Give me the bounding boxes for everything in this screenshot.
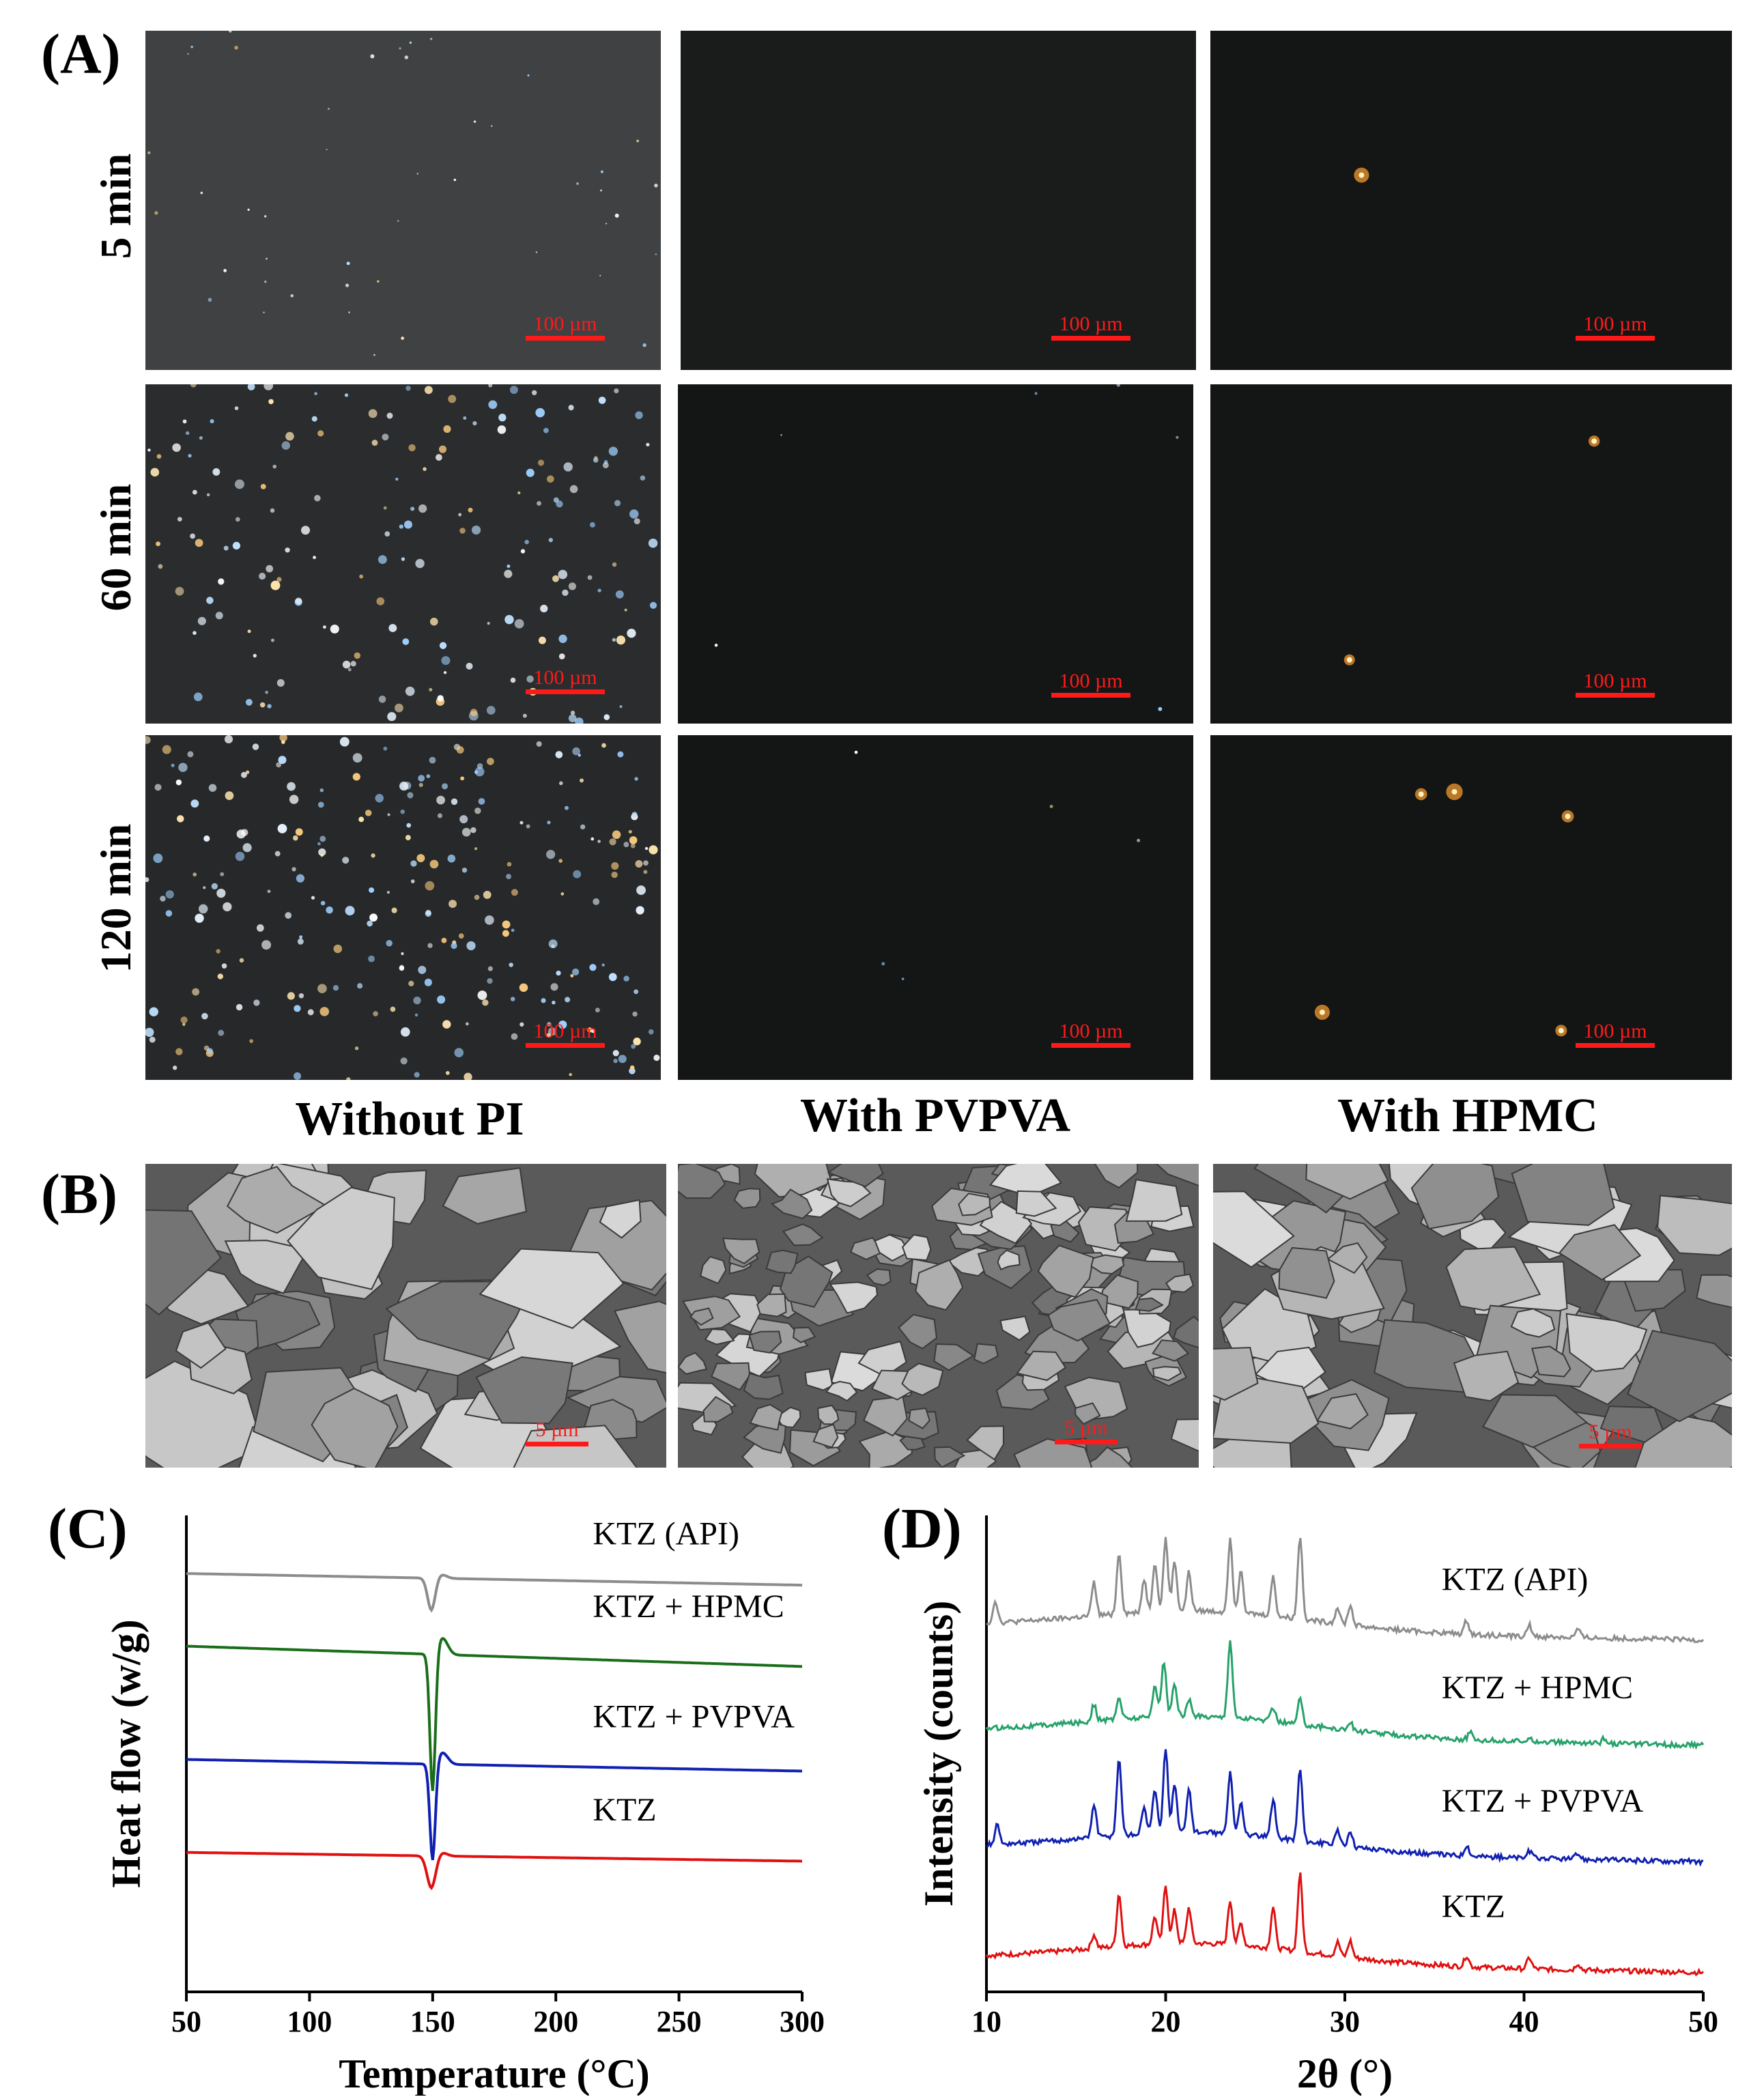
x-tick-label: 150 <box>410 2005 455 2038</box>
micrograph-120min-with-hpmc <box>1210 735 1732 1080</box>
series-label: KTZ (API) <box>593 1516 739 1552</box>
sem-image-with-pvpva <box>678 1164 1199 1468</box>
x-tick-label: 50 <box>171 2005 201 2038</box>
micrograph-60min-without-pi <box>145 384 661 724</box>
series-label: KTZ <box>593 1792 656 1828</box>
series-label: KTZ + HPMC <box>593 1588 784 1625</box>
row-label-120min: 120 min <box>91 823 140 973</box>
sem-scale-bar-without-pi: 5 µm <box>526 1420 588 1446</box>
scale-bar-label: 100 µm <box>1583 1020 1647 1042</box>
column-label-with-pvpva: With PVPVA <box>799 1089 1071 1142</box>
scale-bar-label: 100 µm <box>1583 313 1647 335</box>
panel-label-d: (D) <box>882 1497 962 1560</box>
dsc-series-line <box>186 1851 802 1890</box>
scale-bar-label: 5 µm <box>1064 1416 1108 1439</box>
pxrd-chart: 10 20 30 40 50 2θ (°) Intensity (counts) KTZ (A… <box>916 1515 1718 2096</box>
scale-bar-5min-with-pvpva: 100 µm <box>1051 314 1130 341</box>
y-axis-label: Heat flow (w/g) <box>104 1619 149 1887</box>
scale-bar-label: 100 µm <box>533 666 597 689</box>
micrograph-5min-with-pvpva <box>681 31 1196 370</box>
x-tick-label: 50 <box>1688 2005 1718 2038</box>
column-label-without-pi: Without PI <box>295 1093 524 1145</box>
series-label: KTZ + HPMC <box>1442 1670 1633 1706</box>
row-label-5min: 5 min <box>91 153 140 259</box>
x-tick-label: 40 <box>1509 2005 1539 2038</box>
xrd-series-line <box>985 1872 1705 1977</box>
scale-bar-label: 5 µm <box>535 1418 579 1441</box>
micrograph-5min-with-hpmc <box>1210 31 1732 370</box>
series-label: KTZ (API) <box>1442 1562 1589 1598</box>
series-label: KTZ <box>1442 1888 1505 1924</box>
scale-bar-5min-with-hpmc: 100 µm <box>1576 314 1655 341</box>
scale-bar-label: 100 µm <box>1059 1020 1123 1042</box>
scale-bar-60min-without-pi: 100 µm <box>526 668 605 694</box>
sem-scale-bar-with-pvpva: 5 µm <box>1055 1418 1118 1444</box>
xrd-series-line <box>985 1640 1705 1750</box>
x-tick-label: 10 <box>971 2005 1001 2038</box>
x-axis-label: Temperature (°C) <box>339 2051 650 2096</box>
scale-bar-label: 100 µm <box>533 1020 597 1042</box>
x-tick-label: 30 <box>1330 2005 1360 2038</box>
scale-bar-label: 100 µm <box>1583 670 1647 692</box>
scale-bar-label: 100 µm <box>1059 313 1123 335</box>
micrograph-60min-with-pvpva <box>678 384 1193 724</box>
scale-bar-120min-without-pi: 100 µm <box>526 1021 605 1048</box>
column-label-with-hpmc: With HPMC <box>1337 1089 1598 1142</box>
y-axis-label: Intensity (counts) <box>916 1601 961 1907</box>
micrograph-5min-without-pi <box>145 31 661 370</box>
series-label: KTZ + PVPVA <box>593 1699 795 1735</box>
xrd-series-line <box>986 1749 1704 1867</box>
scale-bar-60min-with-hpmc: 100 µm <box>1576 671 1655 698</box>
sem-scale-bar-with-hpmc: 5 µm <box>1579 1422 1642 1449</box>
scale-bar-label: 100 µm <box>1059 670 1123 692</box>
x-tick-label: 200 <box>533 2005 578 2038</box>
scale-bar-120min-with-pvpva: 100 µm <box>1051 1021 1130 1048</box>
micrograph-60min-with-hpmc <box>1210 384 1732 724</box>
scale-bar-5min-without-pi: 100 µm <box>526 314 605 341</box>
x-tick-label: 300 <box>780 2005 825 2038</box>
xrd-series-line <box>986 1537 1705 1644</box>
x-axis-label: 2θ (°) <box>1297 2051 1393 2096</box>
panel-label-b: (B) <box>41 1162 117 1226</box>
row-label-60min: 60 min <box>91 483 140 612</box>
x-tick-label: 100 <box>287 2005 332 2038</box>
dsc-chart: 50 100 150 200 250 300 Temperature (°C) Heat fl… <box>104 1515 825 2096</box>
x-tick-label: 20 <box>1151 2005 1181 2038</box>
dsc-series-line <box>186 1572 802 1613</box>
panel-label-a: (A) <box>41 23 121 86</box>
panel-label-c: (C) <box>48 1497 128 1560</box>
dsc-series-line <box>186 1637 802 1791</box>
sem-image-without-pi <box>145 1164 666 1468</box>
scale-bar-120min-with-hpmc: 100 µm <box>1576 1021 1655 1048</box>
scale-bar-60min-with-pvpva: 100 µm <box>1051 671 1130 698</box>
series-label: KTZ + PVPVA <box>1442 1783 1644 1819</box>
scale-bar-label: 100 µm <box>533 313 597 335</box>
scale-bar-label: 5 µm <box>1589 1421 1632 1443</box>
micrograph-120min-without-pi <box>145 735 661 1080</box>
sem-image-with-hpmc <box>1213 1164 1732 1468</box>
micrograph-120min-with-pvpva <box>678 735 1193 1080</box>
x-tick-label: 250 <box>657 2005 702 2038</box>
dsc-series-line <box>186 1751 802 1861</box>
